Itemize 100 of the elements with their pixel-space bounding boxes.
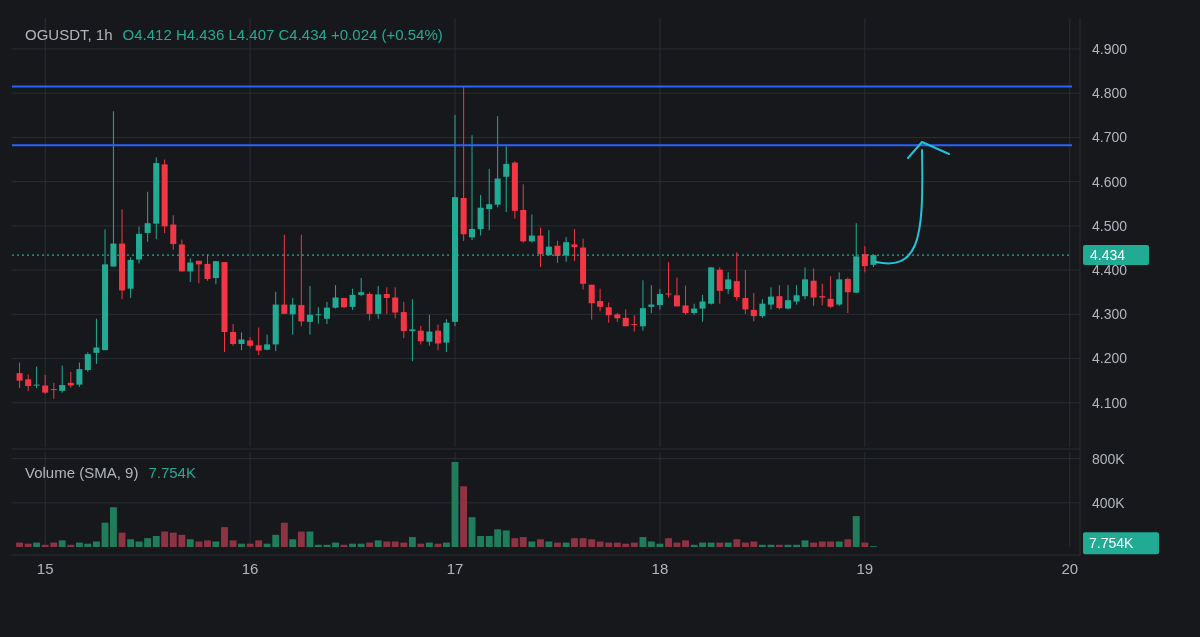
candlestick (16, 362, 23, 389)
candlestick (306, 285, 313, 336)
y-tick-label: 4.100 (1092, 394, 1128, 411)
annotation: 7.754K (148, 464, 196, 481)
candlestick (742, 269, 749, 315)
candlestick (400, 301, 407, 339)
bar (682, 540, 689, 547)
candlestick (784, 284, 792, 310)
bar (135, 541, 143, 547)
bar (571, 538, 578, 547)
bar (349, 543, 357, 547)
bar (724, 542, 732, 547)
y-tick-label: 800K (1092, 450, 1126, 467)
candlestick (631, 314, 638, 333)
candlestick (289, 297, 296, 336)
bar (289, 539, 297, 547)
bar (511, 538, 519, 547)
candlestick (750, 292, 757, 322)
bar (297, 531, 305, 547)
text: 7.754K (1089, 535, 1134, 552)
y-tick-label: 4.400 (1092, 261, 1128, 278)
candlestick (844, 277, 851, 314)
candlestick (639, 279, 646, 332)
bar (33, 542, 41, 547)
bar (537, 539, 544, 547)
bar (477, 535, 485, 547)
y-tick-label: 4.600 (1092, 173, 1128, 190)
bar (801, 540, 809, 547)
candlestick (793, 284, 800, 306)
bar (630, 542, 638, 547)
bar (127, 539, 135, 547)
y-tick-label: 4.800 (1092, 85, 1128, 102)
candlestick (255, 327, 262, 356)
candlestick (699, 294, 706, 323)
bar (186, 539, 194, 547)
bar (16, 542, 24, 547)
candlestick (50, 382, 57, 400)
y-tick-label: 4.200 (1092, 350, 1128, 367)
bar (238, 543, 245, 547)
bar (835, 541, 843, 547)
bar (554, 542, 561, 547)
candlestick (170, 214, 177, 251)
bar (152, 535, 160, 547)
bar (562, 542, 570, 547)
candlestick (187, 257, 194, 283)
candlestick (392, 286, 399, 319)
bar (306, 531, 314, 547)
candlestick (648, 284, 655, 314)
candlestick (332, 284, 339, 310)
text: Volume (SMA, 9) (25, 464, 139, 481)
bar (758, 544, 766, 547)
bar (195, 541, 203, 547)
candlestick (819, 283, 826, 306)
candlestick (656, 288, 663, 310)
bar (24, 543, 32, 547)
candlestick (827, 275, 834, 309)
bar (425, 542, 433, 547)
bar (707, 542, 715, 547)
x-tick-label: 18 (651, 560, 669, 577)
candlestick (469, 134, 476, 241)
candlestick (281, 234, 288, 315)
candlestick (682, 285, 689, 316)
candlestick (315, 306, 322, 325)
bar (775, 544, 783, 547)
candlestick (810, 267, 817, 307)
candlestick (417, 325, 424, 345)
x-tick-label: 16 (241, 560, 259, 577)
candlestick (571, 228, 578, 262)
x-tick-label: 19 (856, 560, 874, 577)
x-tick-label: 17 (446, 560, 464, 577)
candlestick (673, 277, 680, 307)
bar (383, 541, 391, 547)
ref-line-label: 4.434 (1090, 247, 1126, 264)
candlestick (298, 234, 305, 327)
candlestick (42, 374, 49, 395)
candlestick (605, 301, 612, 324)
candlestick (366, 291, 373, 322)
candlestick (84, 351, 91, 373)
bar (357, 543, 365, 547)
candlestick (665, 261, 672, 299)
bar (229, 540, 237, 547)
candlestick (323, 301, 330, 325)
candlestick (861, 245, 868, 273)
candlestick (230, 323, 237, 347)
candlestick (144, 191, 151, 243)
bar (366, 542, 374, 547)
bar (793, 544, 801, 547)
x-tick-label: 20 (1061, 560, 1079, 577)
bar (314, 544, 322, 547)
candlestick (725, 271, 732, 295)
candlestick (554, 240, 561, 264)
bar (716, 542, 724, 547)
candlestick (733, 251, 740, 302)
x-tick-label: 15 (36, 560, 54, 577)
candlestick (588, 284, 595, 321)
candlestick (537, 227, 544, 268)
bar (280, 522, 288, 547)
bar (212, 541, 220, 547)
candlestick (443, 318, 450, 353)
bar (442, 542, 450, 547)
